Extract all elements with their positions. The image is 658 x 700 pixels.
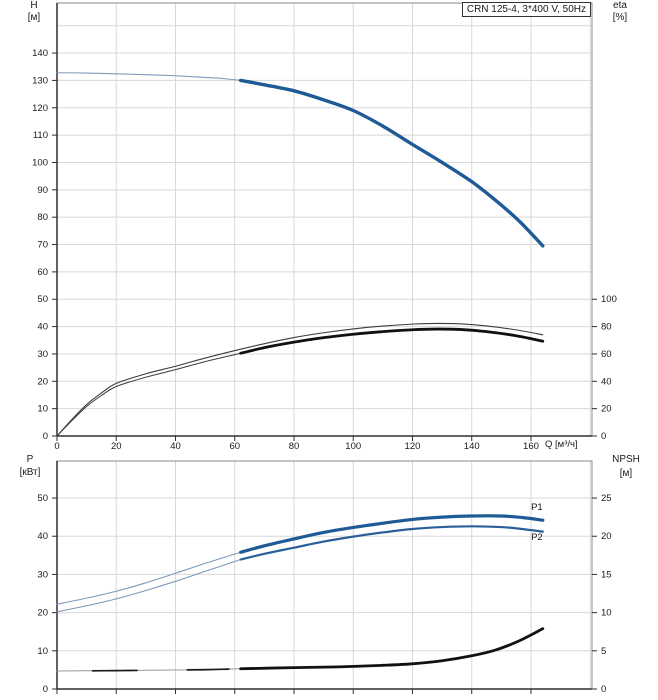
tick-label-right: 5 [601, 646, 606, 657]
p-axis-unit: [кВт] [19, 467, 41, 478]
curve-label-P2: P2 [531, 532, 543, 543]
tick-label-right: 20 [601, 531, 612, 542]
tick-label-right: 20 [601, 404, 612, 415]
tick-label-left: 100 [32, 157, 48, 168]
tick-label-left: 40 [37, 531, 48, 542]
curve-P1-curve-thin [56, 551, 242, 605]
h-axis-label: H [30, 0, 38, 11]
tick-label-left: 70 [37, 240, 48, 251]
npsh-axis-unit: [м] [619, 468, 633, 479]
tick-label-left: 50 [37, 294, 48, 305]
tick-label-left: 130 [32, 75, 48, 86]
curve-P2-curve [239, 525, 544, 561]
eta-axis-label: eta [613, 0, 627, 11]
tick-label-left: 0 [43, 684, 48, 695]
chart-head-efficiency: 0 10 20 30 40 50 60 70 80 90 100 110 120 130 140 0 20 40 6… [32, 2, 617, 452]
tick-label-left: 110 [33, 130, 48, 141]
tick-label-left: 90 [37, 185, 48, 196]
chart-title-box: CRN 125-4, 3*400 V, 50Hz [461, 2, 591, 17]
tick-label-bottom: 20 [111, 441, 122, 452]
eta-axis-unit: [%] [612, 12, 628, 23]
tick-label-left: 20 [37, 608, 48, 619]
tick-label-bottom: 100 [345, 441, 361, 452]
tick-label-right: 0 [601, 684, 606, 695]
curve-P1-curve [239, 514, 545, 554]
curve-eta-total-curve [239, 327, 545, 355]
tick-label-left: 140 [32, 48, 48, 59]
tick-label-left: 40 [37, 322, 48, 333]
curve-label-P1: P1 [531, 502, 543, 513]
tick-label-right: 10 [601, 608, 612, 619]
tick-label-bottom: 0 [54, 441, 59, 452]
tick-label-left: 10 [37, 646, 48, 657]
tick-label-left: 50 [37, 493, 48, 504]
tick-label-left: 80 [37, 212, 48, 223]
tick-label-left: 120 [32, 103, 48, 114]
npsh-axis-label: NPSH [612, 454, 640, 465]
tick-label-bottom: 80 [289, 441, 300, 452]
curve-eta-total-curve-thin [56, 352, 242, 437]
tick-label-left: 60 [37, 267, 48, 278]
h-axis-unit: [м] [27, 12, 41, 23]
tick-label-left: 10 [37, 404, 48, 415]
tick-label-right: 60 [601, 349, 612, 360]
tick-label-left: 20 [37, 376, 48, 387]
tick-label-left: 0 [43, 431, 48, 442]
tick-label-right: 0 [601, 431, 606, 442]
tick-label-left: 30 [37, 349, 48, 360]
tick-label-right: 100 [601, 294, 617, 305]
tick-label-bottom: 140 [464, 441, 480, 452]
tick-label-right: 80 [601, 322, 612, 333]
q-axis-label: Q [м³/ч] [545, 439, 578, 450]
curve-NPSH-curve [239, 627, 545, 671]
curve-NPSH-overlap-segment-2-thin [186, 668, 230, 671]
tick-label-left: 30 [37, 569, 48, 580]
curve-eta-pump-curve-thin [56, 322, 544, 437]
curve-H-curve [238, 78, 545, 248]
tick-label-bottom: 120 [405, 441, 421, 452]
tick-label-right: 15 [601, 569, 612, 580]
chart-power-npsh: 0 10 20 30 40 50 0 5 10 15 20 25 P1 P2 [37, 460, 612, 695]
curve-P2-curve-thin [56, 558, 242, 613]
curve-H-curve-thin [56, 72, 242, 81]
tick-label-bottom: 40 [170, 441, 181, 452]
plot-border [56, 2, 593, 437]
plot-border [56, 460, 593, 690]
tick-label-bottom: 160 [523, 441, 539, 452]
tick-label-right: 25 [601, 493, 612, 504]
p-axis-label: P [26, 454, 34, 465]
tick-label-right: 40 [601, 376, 612, 387]
tick-label-bottom: 60 [229, 441, 240, 452]
